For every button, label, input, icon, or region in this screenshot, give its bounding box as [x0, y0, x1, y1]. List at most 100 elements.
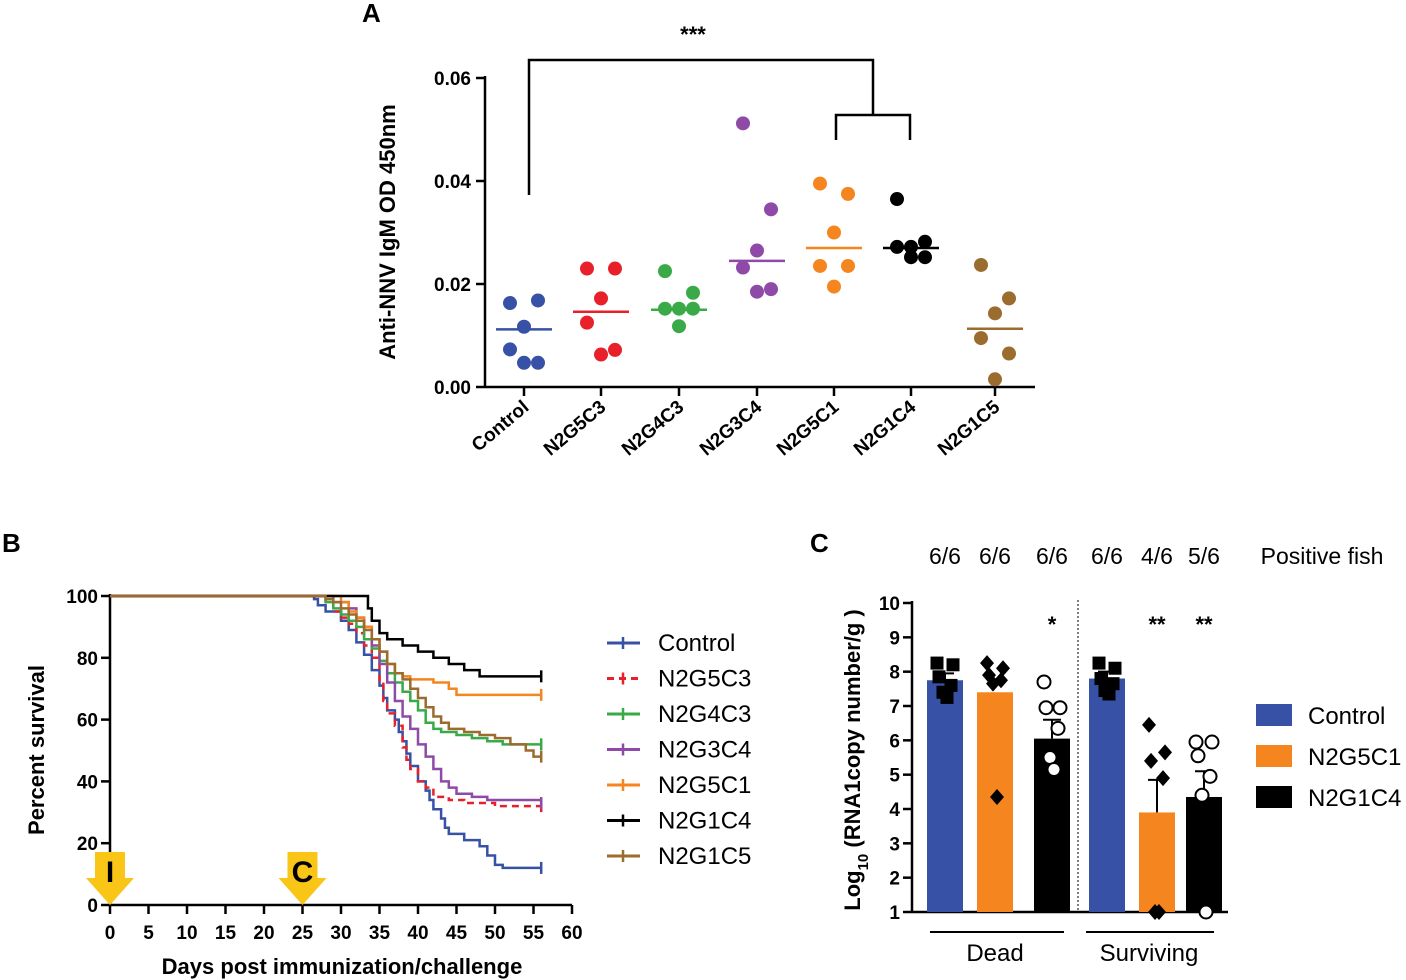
panel-a-point-n2g5c3	[580, 261, 594, 276]
positive-fish-label: Positive fish	[1261, 543, 1384, 569]
bar-point-surviving-control	[1092, 656, 1106, 670]
panel-a-x-tick-label-n2g3c4: N2G3C4	[696, 396, 766, 460]
legend-label-control: Control	[658, 630, 735, 657]
bar-point-surviving-n2g1c4	[1202, 768, 1218, 784]
panel-b-y-tick-label: 20	[77, 834, 98, 855]
bar-point-surviving-n2g5c1	[1156, 770, 1170, 787]
panel-a-point-n2g1c4	[918, 250, 932, 265]
bar-point-surviving-n2g1c4	[1204, 734, 1220, 750]
panel-b-legend: Control N2G5C3 N2G4C3 N2G3C4 N2G5C1 N2G1C4 N2G…	[607, 630, 751, 870]
significance-surviving-n2g5c1: **	[1148, 612, 1166, 637]
panel-a-point-n2g4c3	[686, 285, 700, 300]
positive-count-surviving-n2g5c1: 4/6	[1141, 543, 1173, 569]
panel-c-y-tick-label: 8	[889, 663, 900, 684]
panel-b-axes	[108, 594, 572, 907]
panel-a-point-n2g5c1	[841, 258, 855, 273]
bar-point-dead-n2g5c1	[980, 655, 994, 672]
event-arrow-i	[86, 852, 134, 905]
panel-c-y-tick-label: 2	[889, 869, 900, 890]
y-title-log: Log	[840, 870, 865, 910]
panel-a-point-n2g3c4	[736, 260, 750, 275]
panel-c-letter: C	[810, 528, 829, 558]
panel-b-x-tick-label: 30	[330, 923, 351, 944]
panel-c-y-tick-label: 3	[889, 834, 900, 855]
panel-b-y-axis-title: Percent survival	[24, 665, 49, 835]
bar-point-surviving-n2g5c1	[1152, 904, 1166, 920]
panel-a-point-n2g1c4	[918, 234, 932, 249]
bar-surviving-n2g5c1	[1139, 812, 1175, 912]
panel-a-point-n2g5c3	[608, 261, 622, 276]
panel-a-x-ticks: Control N2G5C3 N2G4C3 N2G3C4 N2G5C1 N2G1C4 N2G…	[468, 387, 1005, 460]
legend-label-n2g3c4: N2G3C4	[658, 737, 751, 764]
panel-a-y-tick-label: 0.00	[434, 378, 471, 399]
legend-label-n2g1c5: N2G1C5	[658, 843, 751, 870]
panel-a-y-tick-label: 0.06	[434, 69, 471, 90]
panel-a-point-control	[503, 342, 517, 357]
panel-b-y-tick-label: 100	[66, 587, 98, 608]
panel-c-points	[930, 655, 1220, 920]
panel-a-point-control	[503, 296, 517, 311]
panel-b-x-ticks: 0 5 10 15 20 25 30 35 40 45 50 55 60	[105, 905, 583, 944]
legend-label-n2g5c1: N2G5C1	[658, 772, 751, 799]
bar-point-dead-control	[932, 670, 946, 684]
panel-a-point-n2g5c1	[841, 186, 855, 201]
legend-swatch-n2g5c1	[1256, 745, 1292, 767]
positive-count-surviving-control: 6/6	[1091, 543, 1123, 569]
panel-a-y-tick-label: 0.02	[434, 275, 471, 296]
bar-point-surviving-n2g1c4	[1190, 748, 1206, 764]
group-label-dead: Dead	[966, 940, 1023, 967]
panel-a-point-n2g5c3	[580, 315, 594, 330]
bracket-inner	[834, 113, 912, 140]
panel-b-x-tick-label: 5	[143, 923, 154, 944]
bar-point-surviving-control	[1108, 661, 1122, 675]
panel-b-x-tick-label: 50	[484, 923, 505, 944]
bar-point-dead-n2g5c1	[986, 675, 1000, 692]
panel-b-x-tick-label: 60	[561, 923, 582, 944]
panel-c-y-tick-label: 1	[889, 903, 900, 924]
panel-b-x-tick-label: 15	[215, 923, 237, 944]
panel-a-means	[496, 246, 1023, 331]
bar-point-dead-n2g1c4	[1052, 700, 1068, 716]
panel-b-letter: B	[2, 528, 21, 558]
panel-c-y-axis-title: Log10 (RNA1copy number/g )	[840, 609, 872, 910]
panel-a-point-n2g4c3	[672, 319, 686, 334]
panel-a-point-n2g4c3	[658, 264, 672, 279]
panel-a-y-ticks: 0.00 0.02 0.04 0.06	[434, 69, 485, 399]
bracket-outer	[527, 58, 875, 195]
positive-count-surviving-n2g1c4: 5/6	[1188, 543, 1220, 569]
positive-count-dead-n2g5c1: 6/6	[979, 543, 1011, 569]
bar-point-dead-control	[946, 658, 960, 672]
legend-swatch-n2g1c4	[1256, 786, 1292, 808]
bar-point-surviving-n2g5c1	[1158, 744, 1172, 761]
bar-point-surviving-n2g1c4	[1194, 787, 1210, 803]
bracket-significance-label: ***	[680, 22, 706, 47]
panel-a-point-n2g1c5	[988, 306, 1002, 321]
survival-line-n2g3c4	[110, 594, 543, 804]
positive-count-dead-n2g1c4: 6/6	[1036, 543, 1068, 569]
panel-b-x-tick-label: 20	[253, 923, 274, 944]
legend-label-n2g4c3: N2G4C3	[658, 701, 751, 728]
panel-b-y-tick-label: 40	[77, 772, 98, 793]
panel-a-letter: A	[362, 0, 381, 28]
bar-point-dead-n2g5c1	[996, 660, 1010, 677]
panel-c-bars	[927, 670, 1222, 912]
survival-line-n2g1c4	[110, 594, 542, 678]
panel-c-y-ticks: 1 2 3 4 5 6 7 8 9 10	[879, 594, 912, 924]
panel-a-x-tick-label-n2g5c3: N2G5C3	[540, 397, 610, 461]
bar-point-surviving-n2g5c1	[1144, 752, 1158, 769]
group-label-surviving: Surviving	[1100, 940, 1199, 967]
panel-c-y-tick-label: 10	[879, 594, 900, 615]
significance-surviving-n2g1c4: **	[1195, 612, 1213, 637]
panel-a-y-axis-title: Anti-NNV IgM OD 450nm	[375, 104, 400, 359]
panel-a-point-n2g1c5	[974, 331, 988, 346]
panel-c-y-tick-label: 9	[889, 628, 900, 649]
panel-b-x-tick-label: 45	[446, 923, 468, 944]
event-arrow-label-c: C	[292, 856, 314, 889]
panel-a-point-n2g5c1	[827, 279, 841, 294]
panel-a-point-n2g3c4	[764, 282, 778, 297]
panel-a-x-tick-label-n2g1c5: N2G1C5	[934, 396, 1004, 460]
event-arrow-c	[278, 852, 327, 905]
panel-b-x-tick-label: 10	[176, 923, 197, 944]
panel-a: A 0.000.020.040.06 Control N2G5C3 N2G4C3 N2…	[362, 0, 1035, 460]
bar-surviving-control	[1089, 678, 1125, 912]
